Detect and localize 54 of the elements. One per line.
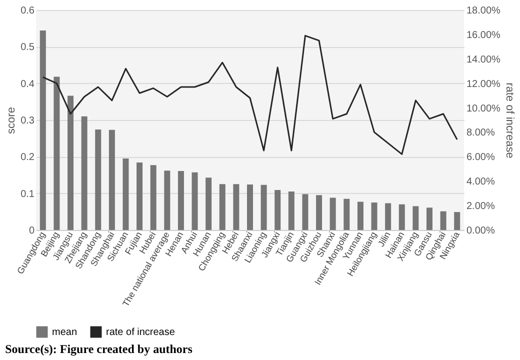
- y2-axis-title: rate of increase: [503, 82, 516, 158]
- line-series: [42, 34, 458, 155]
- bar: [426, 208, 432, 230]
- bar: [54, 76, 60, 230]
- bar: [178, 170, 184, 230]
- bar: [344, 198, 350, 230]
- bar: [440, 211, 446, 230]
- bar: [192, 172, 198, 230]
- y2-tick-label: 6.00%: [466, 152, 495, 164]
- bar: [233, 184, 240, 230]
- source-note: Source(s): Figure created by authors: [5, 342, 193, 356]
- bar: [454, 212, 460, 230]
- y2-tick-label: 14.00%: [466, 54, 501, 66]
- bar: [136, 162, 143, 230]
- y2-tick-label: 2.00%: [466, 201, 495, 212]
- bar: [108, 130, 115, 230]
- bar: [385, 203, 392, 230]
- bar: [316, 195, 322, 230]
- bar: [150, 165, 156, 230]
- y-axis-title: score: [6, 107, 18, 134]
- bar: [288, 192, 294, 230]
- bar: [412, 206, 419, 230]
- y-tick-label: 0: [28, 226, 35, 236]
- bar: [371, 202, 378, 230]
- bar: [357, 202, 364, 230]
- bar: [68, 96, 74, 230]
- y-tick-label: 0.6: [20, 6, 35, 16]
- y2-tick-label: 12.00%: [466, 78, 501, 90]
- y-tick-label: 0.3: [20, 116, 35, 126]
- bar: [164, 170, 170, 230]
- bar: [398, 204, 405, 230]
- bar: [95, 130, 102, 230]
- bar: [274, 190, 281, 230]
- bar: [122, 158, 129, 230]
- bar: [206, 178, 212, 230]
- y2-tick-label: 8.00%: [466, 128, 495, 139]
- bar: [260, 184, 267, 230]
- y-tick-label: 0.5: [20, 42, 35, 54]
- y-tick-label: 0.2: [20, 152, 35, 164]
- bar: [40, 30, 46, 230]
- legend-label: mean: [52, 327, 78, 338]
- y2-tick-label: 16.00%: [466, 30, 501, 41]
- bar: [247, 184, 253, 230]
- y2-tick-label: 0.00%: [466, 226, 495, 236]
- bar: [219, 184, 226, 230]
- y-tick-label: 0.1: [20, 188, 35, 200]
- bar: [302, 194, 308, 230]
- bar: [330, 198, 336, 230]
- legend-label: rate of increase: [106, 327, 176, 338]
- y2-tick-label: 4.00%: [466, 176, 495, 188]
- y2-tick-label: 18.00%: [466, 6, 501, 16]
- y2-tick-label: 10.00%: [466, 103, 501, 114]
- y-tick-label: 0.4: [20, 78, 35, 90]
- bar: [81, 116, 88, 230]
